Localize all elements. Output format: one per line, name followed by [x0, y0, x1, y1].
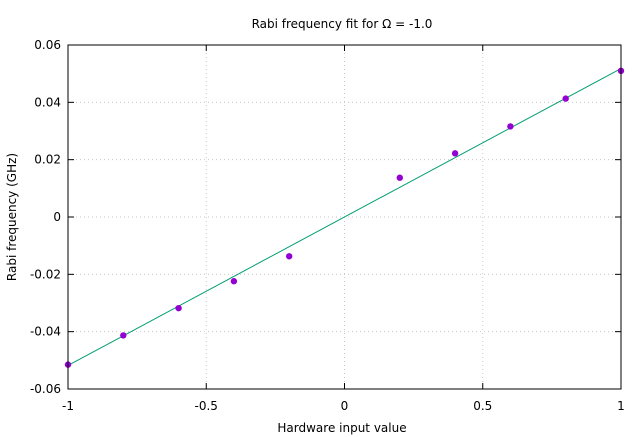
plot-series	[64, 67, 625, 368]
y-tick-label: 0.02	[34, 153, 61, 167]
y-axis-label: Rabi frequency (GHz)	[5, 153, 19, 281]
data-point	[230, 278, 238, 285]
chart-title: Rabi frequency fit for Ω = -1.0	[252, 17, 433, 31]
fit-line	[67, 68, 622, 366]
data-point	[175, 304, 182, 312]
data-point	[507, 123, 514, 130]
y-tick-label: -0.04	[30, 325, 61, 339]
y-tick-label: -0.02	[30, 267, 61, 281]
y-tick-label: -0.06	[30, 382, 61, 396]
x-tick-label: 1	[617, 399, 625, 413]
x-tick-label: 0	[341, 399, 349, 413]
y-tick-label: 0.06	[34, 38, 61, 52]
axis-ticks: -1 -0.5 0 0.5 1 -0.06 -0.04 -0.02 0 0.02 0.04 0.06	[30, 38, 625, 413]
x-axis-label: Hardware input value	[277, 421, 406, 435]
data-point	[396, 174, 403, 181]
x-tick-label: -1	[62, 399, 74, 413]
x-tick-label: -0.5	[195, 399, 218, 413]
data-point	[451, 150, 459, 157]
data-point	[286, 253, 293, 260]
x-tick-label: 0.5	[473, 399, 492, 413]
y-tick-label: 0	[53, 210, 61, 224]
data-point	[562, 95, 569, 102]
data-point	[120, 332, 127, 339]
y-tick-label: 0.04	[34, 95, 61, 109]
